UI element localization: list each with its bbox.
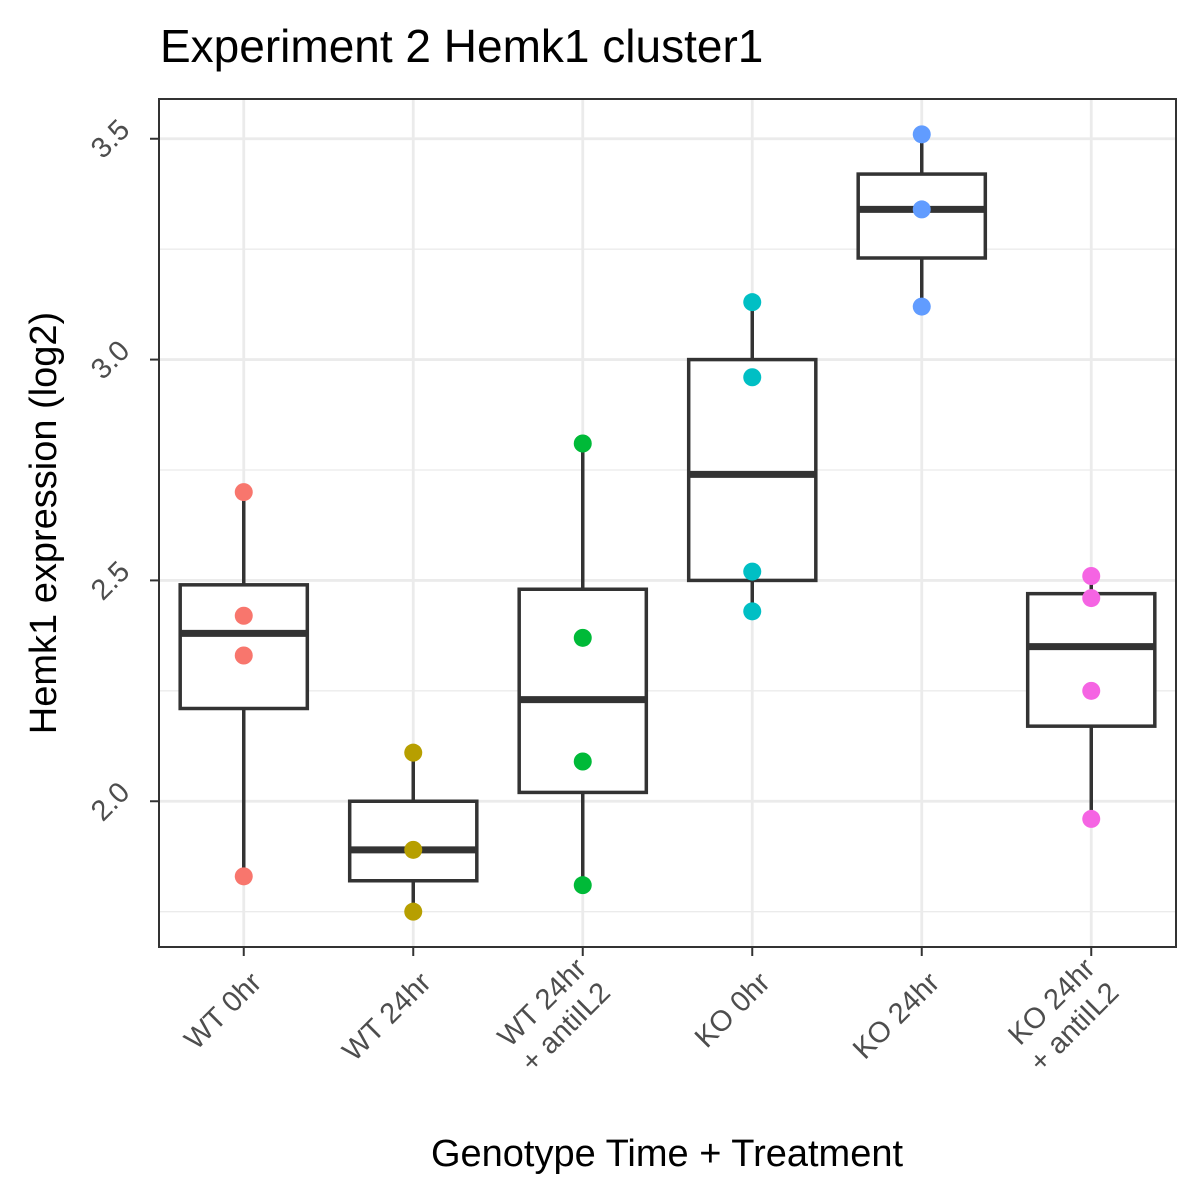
box-6	[1025, 576, 1157, 819]
data-point	[743, 602, 762, 621]
x-tick-label-line: WT 24hr	[337, 966, 438, 1067]
x-tick-label: WT 24hr	[337, 966, 438, 1067]
y-tick-label: 3.5	[85, 114, 136, 165]
data-point	[404, 902, 423, 921]
box-rect	[686, 357, 818, 583]
x-tick-label-line: WT 0hr	[179, 966, 269, 1056]
plot-background	[159, 99, 1176, 947]
data-point	[573, 752, 592, 771]
data-point	[912, 297, 931, 316]
data-point	[573, 434, 592, 453]
y-tick-label: 3.0	[85, 335, 136, 386]
chart-title: Experiment 2 Hemk1 cluster1	[160, 20, 763, 72]
box-rect	[1025, 591, 1157, 728]
data-point	[743, 562, 762, 581]
data-point	[912, 125, 931, 144]
data-point	[573, 628, 592, 647]
plot-border	[158, 98, 1177, 948]
y-tick-label: 2.0	[85, 776, 136, 827]
x-tick-label: KO 0hr	[689, 966, 777, 1054]
data-point	[234, 867, 253, 886]
data-point	[1082, 809, 1101, 828]
data-point	[573, 876, 592, 895]
data-point	[404, 840, 423, 859]
x-tick-label-line: KO 24hr	[847, 966, 946, 1065]
data-point	[234, 646, 253, 665]
y-tick-label: 2.5	[85, 555, 136, 606]
x-axis-title: Genotype Time + Treatment	[431, 1133, 904, 1175]
data-point	[1082, 567, 1101, 585]
x-tick-label: KO 24hr	[847, 966, 946, 1065]
x-tick-label-line: KO 0hr	[689, 966, 777, 1054]
data-point	[234, 483, 253, 502]
data-point	[743, 293, 762, 312]
x-tick-label: WT 24hr+ antiIL2	[491, 952, 617, 1078]
data-point	[912, 200, 931, 219]
y-axis: 2.0 2.5 3.0 3.5	[85, 114, 159, 827]
y-axis-title: Hemk1 expression (log2)	[23, 312, 65, 734]
x-tick-label: WT 0hr	[179, 966, 269, 1056]
data-point	[1082, 681, 1101, 700]
data-point	[404, 743, 423, 762]
data-point	[743, 368, 762, 387]
data-point	[1082, 589, 1101, 608]
x-tick-label: KO 24hr+ antiIL2	[999, 952, 1125, 1078]
x-axis: WT 0hr WT 24hr WT 24hr+ antiIL2 KO 0hr KO 24…	[179, 947, 1125, 1078]
data-point	[234, 606, 253, 625]
point-layer	[234, 125, 1101, 921]
